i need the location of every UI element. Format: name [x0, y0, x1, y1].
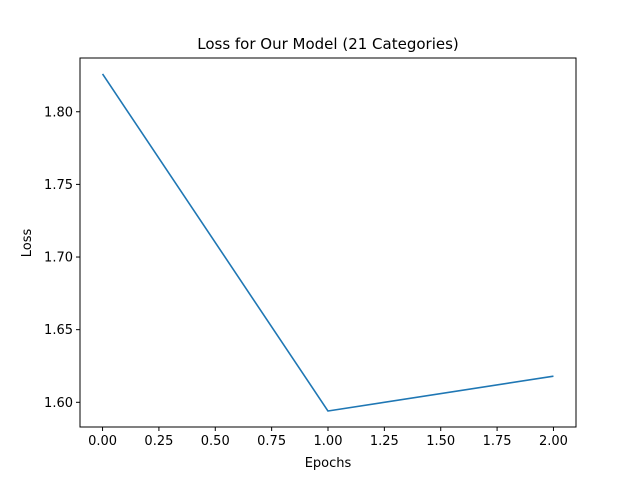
x-tick-label: 1.50: [426, 434, 455, 449]
x-axis-label: Epochs: [305, 456, 352, 471]
loss-series-line: [101, 73, 554, 412]
x-tick-label: 1.75: [483, 434, 512, 449]
y-tick-label: 1.60: [44, 396, 73, 411]
series-layer: [101, 73, 554, 412]
x-tick-label: 1.25: [370, 434, 399, 449]
y-tick-label: 1.80: [44, 105, 73, 120]
chart-title: Loss for Our Model (21 Categories): [197, 35, 459, 53]
y-axis-ticks: 1.60 1.65 1.70 1.75 1.80: [44, 105, 80, 411]
y-tick-label: 1.70: [44, 251, 73, 266]
y-tick-label: 1.75: [44, 178, 73, 193]
x-tick-label: 0.25: [144, 434, 173, 449]
y-axis-label: Loss: [20, 229, 35, 258]
x-tick-label: 2.00: [539, 434, 568, 449]
plot-area-frame: [79, 57, 577, 428]
x-tick-label: 0.50: [201, 434, 230, 449]
x-tick-label: 1.00: [314, 434, 343, 449]
x-tick-label: 0.00: [88, 434, 117, 449]
x-tick-label: 0.75: [257, 434, 286, 449]
x-axis-ticks: 0.00 0.25 0.50 0.75 1.00 1.25 1.50 1.75 2.00: [88, 427, 568, 449]
y-tick-label: 1.65: [44, 323, 73, 338]
